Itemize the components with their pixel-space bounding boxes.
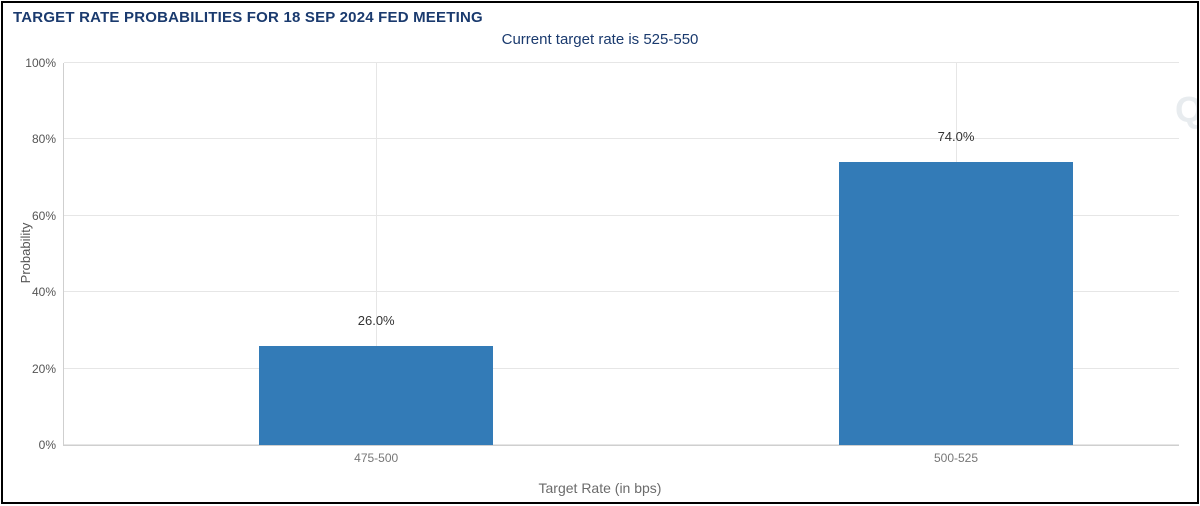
y-tick-label: 100% [25,56,64,70]
bar [259,346,493,445]
x-tick-label: 475-500 [354,445,398,465]
x-axis-label: Target Rate (in bps) [3,480,1197,496]
chart-title: TARGET RATE PROBABILITIES FOR 18 SEP 202… [13,9,483,26]
x-tick-label: 500-525 [934,445,978,465]
chart-subtitle: Current target rate is 525-550 [3,31,1197,48]
chart-frame: TARGET RATE PROBABILITIES FOR 18 SEP 202… [1,1,1199,504]
plot-area: 0%20%40%60%80%100%26.0%475-50074.0%500-5… [63,63,1179,446]
y-tick-label: 40% [32,285,64,299]
y-axis-label: Probability [18,222,33,283]
gridline [64,138,1179,139]
bar [839,162,1073,445]
y-tick-label: 80% [32,132,64,146]
bar-value-label: 26.0% [358,313,395,328]
y-tick-label: 0% [39,438,64,452]
y-tick-label: 60% [32,209,64,223]
bar-value-label: 74.0% [938,129,975,144]
gridline [64,62,1179,63]
y-tick-label: 20% [32,362,64,376]
